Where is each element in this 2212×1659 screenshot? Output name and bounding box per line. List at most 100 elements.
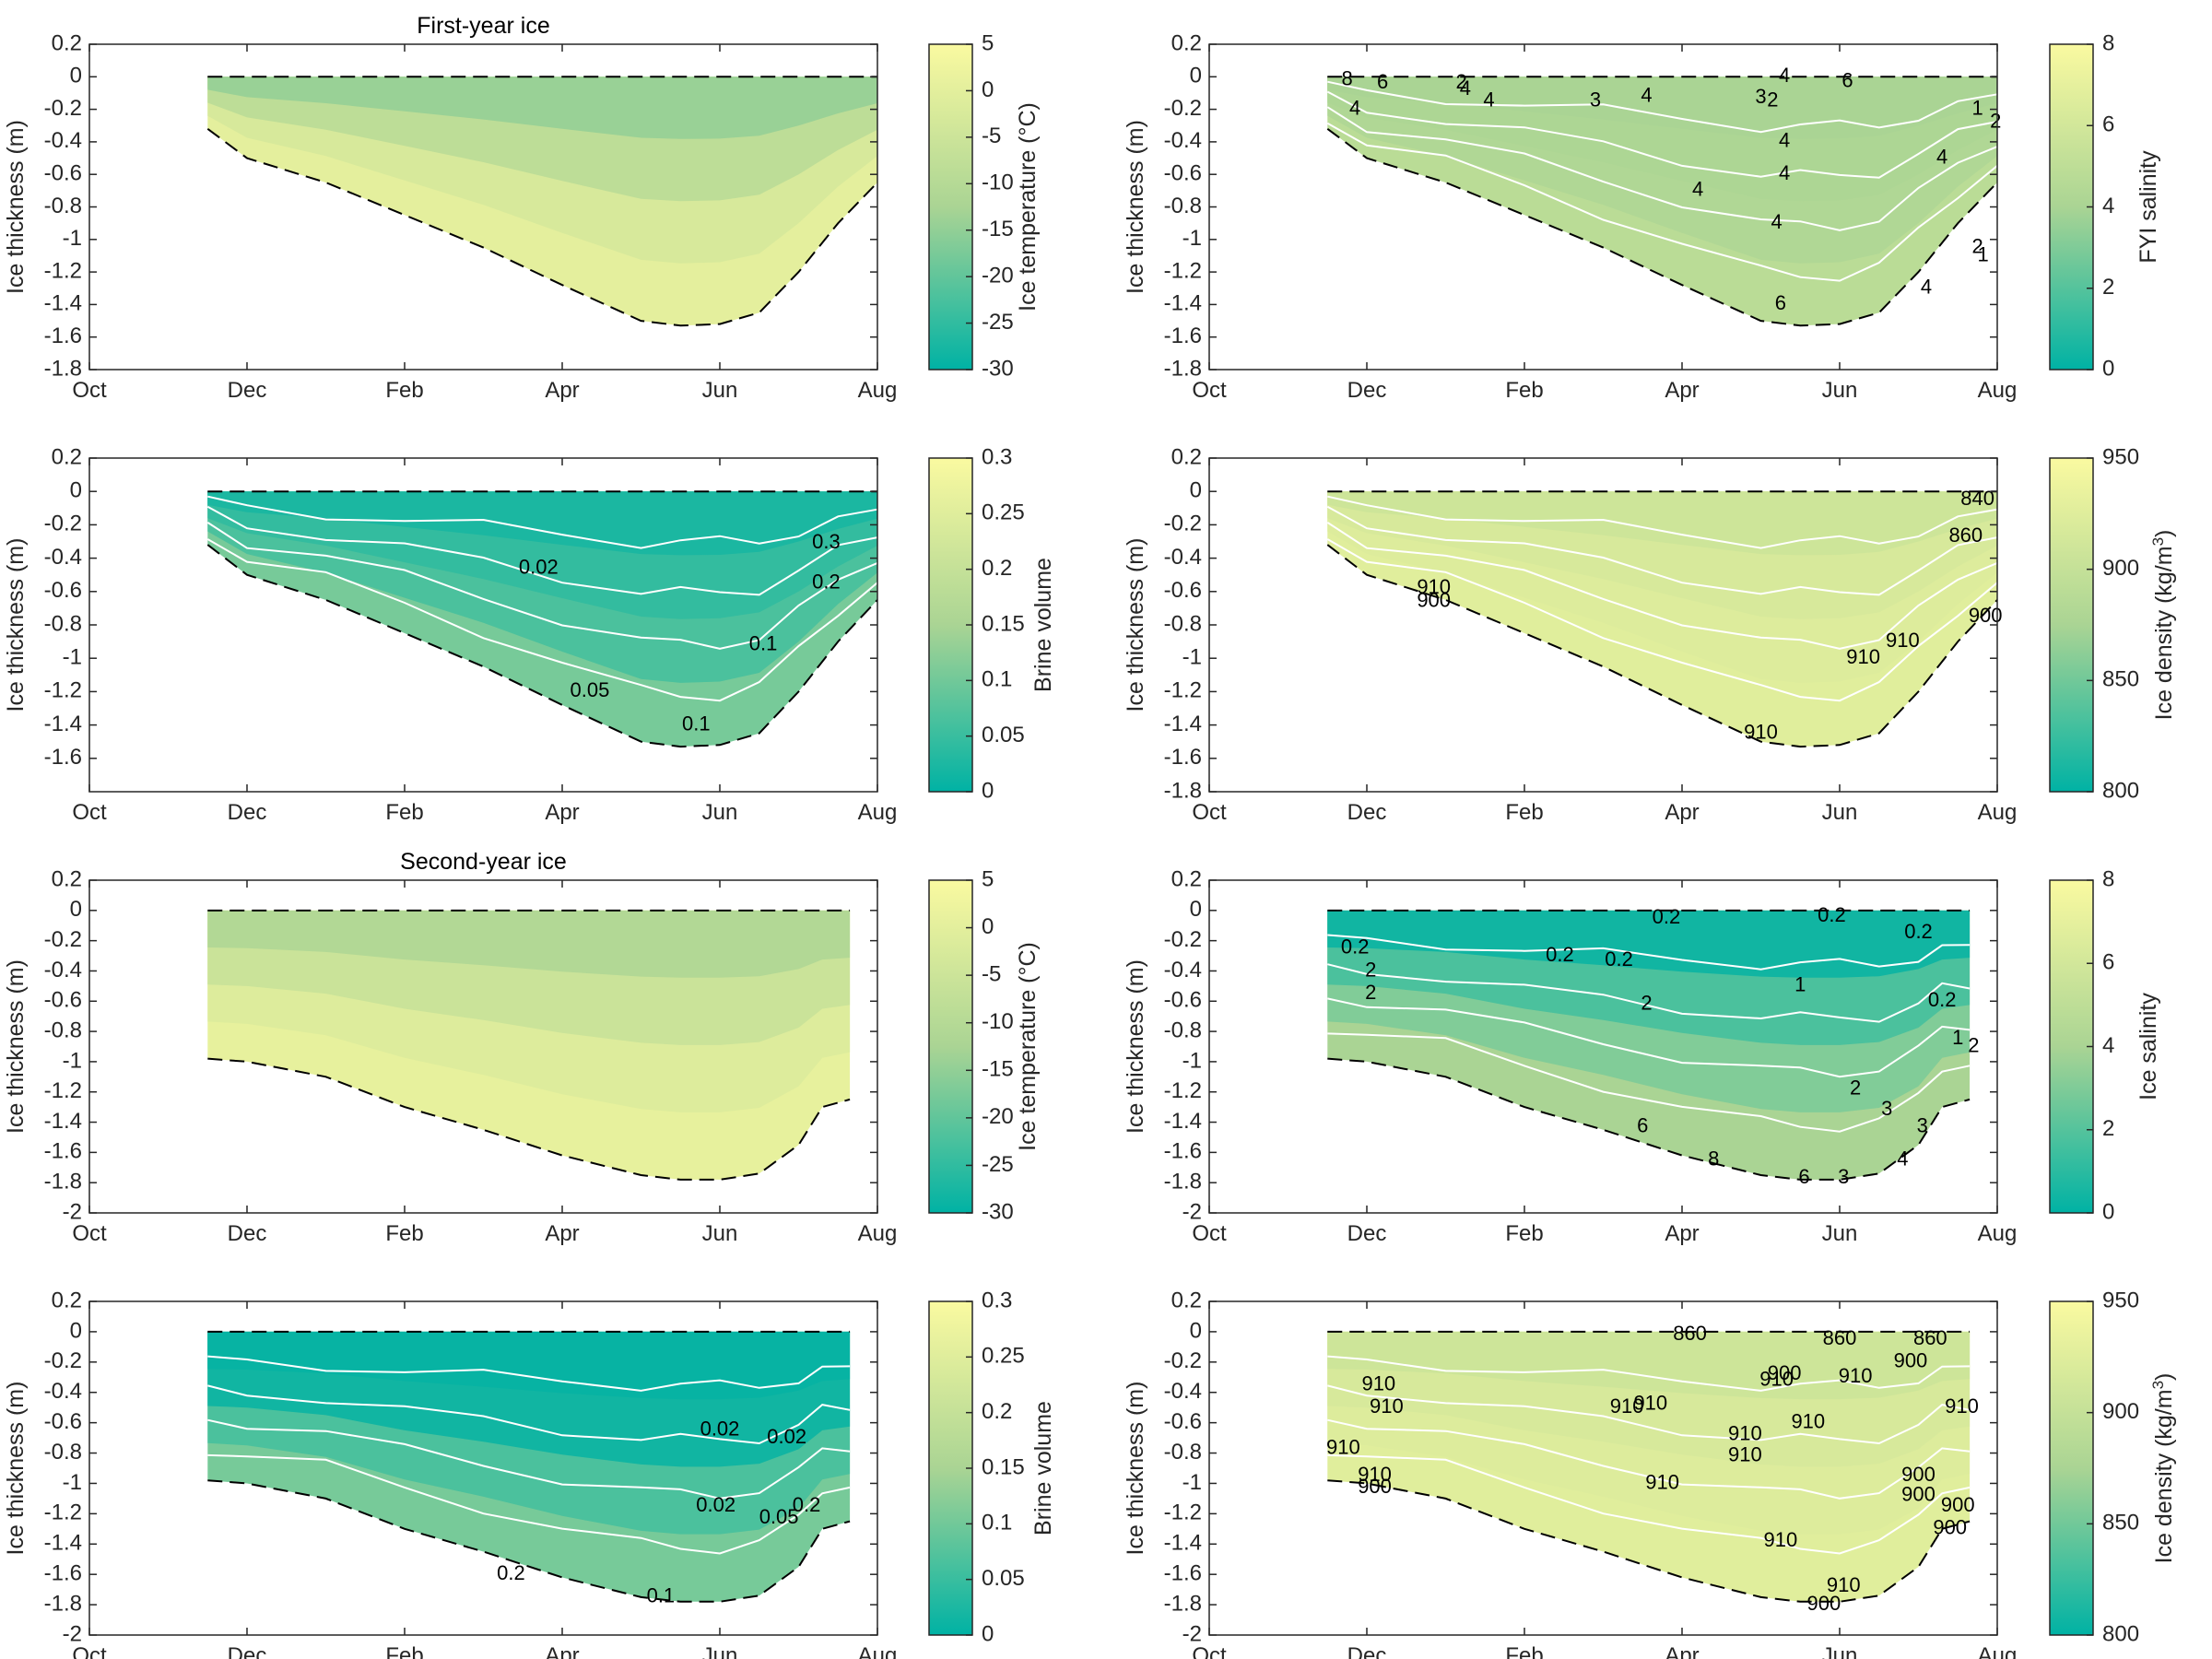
ice-bottom-line bbox=[1327, 1479, 1971, 1603]
colorbar-tick-label: -10 bbox=[982, 171, 1014, 195]
y-tick-label: -0.2 bbox=[44, 96, 82, 121]
colorbar-tick-label: 0.2 bbox=[982, 556, 1012, 581]
colorbar-tick-label: 950 bbox=[2102, 444, 2139, 469]
contour-label: 4 bbox=[1779, 161, 1790, 184]
contour-label: 2 bbox=[1990, 110, 2001, 133]
y-tick-label: -0.8 bbox=[44, 1440, 82, 1465]
contour-label: 6 bbox=[1775, 291, 1786, 314]
y-tick-label: -1.2 bbox=[44, 678, 82, 703]
contour-label: 910 bbox=[1728, 1443, 1762, 1466]
y-tick-label: -1.8 bbox=[1164, 778, 1202, 803]
colorbar-label: Ice density (kg/m3) bbox=[2149, 1373, 2178, 1564]
y-tick-label: -0.2 bbox=[44, 1348, 82, 1373]
contour-label: 0.05 bbox=[571, 678, 610, 701]
contour-line bbox=[1326, 522, 1998, 650]
contour-label: 0.02 bbox=[519, 555, 559, 578]
y-tick-label: -1.6 bbox=[44, 1561, 82, 1586]
colorbar-tick-label: 0 bbox=[982, 1621, 994, 1646]
x-tick-label: Feb bbox=[1505, 800, 1543, 825]
contour-label: 910 bbox=[1827, 1573, 1861, 1596]
x-tick-label: Aug bbox=[858, 800, 898, 825]
contour-label: 4 bbox=[1349, 96, 1360, 119]
colorbar-tick-label: 2 bbox=[2102, 275, 2114, 300]
contour-label: 4 bbox=[1779, 64, 1790, 87]
contour-line bbox=[1327, 934, 1971, 971]
x-tick-label: Feb bbox=[1505, 1221, 1543, 1246]
colorbar-tick-label: 4 bbox=[2102, 1033, 2114, 1058]
colorbar-label: Ice temperature (°C) bbox=[1015, 942, 1041, 1151]
contour-label: 4 bbox=[1936, 145, 1947, 168]
y-tick-label: -0.4 bbox=[1164, 958, 1202, 982]
contour-label: 0.02 bbox=[767, 1425, 806, 1448]
y-tick-label: -0.4 bbox=[44, 545, 82, 570]
y-tick-label: -1.6 bbox=[44, 324, 82, 348]
contour-label: 0.2 bbox=[1605, 947, 1633, 971]
y-tick-label: 0 bbox=[70, 64, 82, 88]
y-tick-label: -1.4 bbox=[44, 291, 82, 316]
colorbar-tick-label: 4 bbox=[2102, 194, 2114, 218]
y-tick-label: -1.2 bbox=[1164, 678, 1202, 703]
colorbar-tick-label: 950 bbox=[2102, 1288, 2139, 1312]
colorbar-tick-label: 900 bbox=[2102, 556, 2139, 581]
y-tick-label: -0.8 bbox=[44, 194, 82, 218]
x-tick-label: Oct bbox=[72, 1221, 107, 1246]
contour-label: 860 bbox=[1948, 524, 1983, 547]
colorbar-tick-label: 0 bbox=[982, 914, 994, 939]
colorbar-tick-label: 8 bbox=[2102, 30, 2114, 55]
y-tick-label: -1 bbox=[63, 1048, 82, 1073]
x-tick-label: Feb bbox=[385, 1221, 423, 1246]
contour-label: 910 bbox=[1764, 1528, 1798, 1551]
contour-label: 4 bbox=[1692, 178, 1703, 201]
x-tick-label: Feb bbox=[385, 1643, 423, 1659]
y-tick-label: -0.6 bbox=[44, 988, 82, 1013]
x-tick-label: Jun bbox=[1822, 1643, 1858, 1659]
panel-syi-temperature: 0.2 0 -0.2 -0.4 -0.6 -0.8 -1 -1.2 -1.4 -1.6 -1.8 -2… bbox=[3, 849, 1041, 1246]
colorbar-tick-label: 0.15 bbox=[982, 1454, 1025, 1479]
x-tick-label: Feb bbox=[385, 800, 423, 825]
y-tick-label: -1.4 bbox=[44, 712, 82, 736]
contour-label: 2 bbox=[1850, 1076, 1861, 1099]
colorbar-tick-label: -30 bbox=[982, 356, 1014, 381]
y-tick-label: -0.8 bbox=[1164, 1440, 1202, 1465]
colorbar-tick-label: 0.1 bbox=[982, 1511, 1012, 1535]
contour-line bbox=[207, 495, 878, 549]
y-tick-label: -0.6 bbox=[1164, 988, 1202, 1013]
y-tick-label: -1.8 bbox=[1164, 1591, 1202, 1616]
contour-line bbox=[207, 1453, 851, 1555]
contour-label: 2 bbox=[1968, 1033, 1979, 1056]
contour-label: 4 bbox=[1921, 276, 1932, 299]
contour-label: 0.1 bbox=[749, 632, 778, 655]
y-tick-label: -1.4 bbox=[1164, 1109, 1202, 1134]
y-tick-label: -1 bbox=[1182, 1470, 1202, 1495]
colorbar-label: Brine volume bbox=[1030, 558, 1056, 692]
ice-bottom-line bbox=[207, 1479, 851, 1603]
y-tick-label: -1.2 bbox=[1164, 1078, 1202, 1103]
x-tick-label: Dec bbox=[1347, 1221, 1387, 1246]
contour-line bbox=[1327, 495, 1998, 549]
x-tick-label: Dec bbox=[1347, 378, 1387, 403]
y-tick-label: 0.2 bbox=[1171, 866, 1202, 891]
x-tick-label: Aug bbox=[1978, 1221, 2018, 1246]
y-tick-label: -1 bbox=[1182, 1048, 1202, 1073]
contour-label: 910 bbox=[1744, 720, 1778, 743]
axes-frame bbox=[88, 879, 878, 1214]
y-tick-label: -0.4 bbox=[1164, 545, 1202, 570]
colorbar-tick-label: 0.05 bbox=[982, 1566, 1025, 1591]
x-tick-label: Oct bbox=[1192, 378, 1227, 403]
y-tick-label: -1.4 bbox=[44, 1531, 82, 1556]
contour-label: 0.2 bbox=[1653, 905, 1681, 928]
panels-group: 0.2 0 -0.2 -0.4 -0.6 -0.8 -1 -1.2 -1.4 -1.6 -1.8 Oc… bbox=[3, 13, 2177, 1659]
contour-label: 910 bbox=[1610, 1394, 1644, 1418]
colorbar-tick-label: -5 bbox=[982, 961, 1001, 986]
x-tick-label: Jun bbox=[702, 378, 738, 403]
x-tick-label: Jun bbox=[702, 1643, 738, 1659]
colorbar-tick-label: 0 bbox=[2102, 1199, 2114, 1224]
contour-label: 4 bbox=[1771, 210, 1782, 233]
y-tick-label: -1.2 bbox=[44, 1500, 82, 1525]
contour-label: 4 bbox=[1483, 88, 1494, 112]
colorbar-tick-label: 0.1 bbox=[982, 667, 1012, 692]
colorbar bbox=[928, 1300, 973, 1636]
contour-label: 1 bbox=[1977, 242, 1988, 265]
